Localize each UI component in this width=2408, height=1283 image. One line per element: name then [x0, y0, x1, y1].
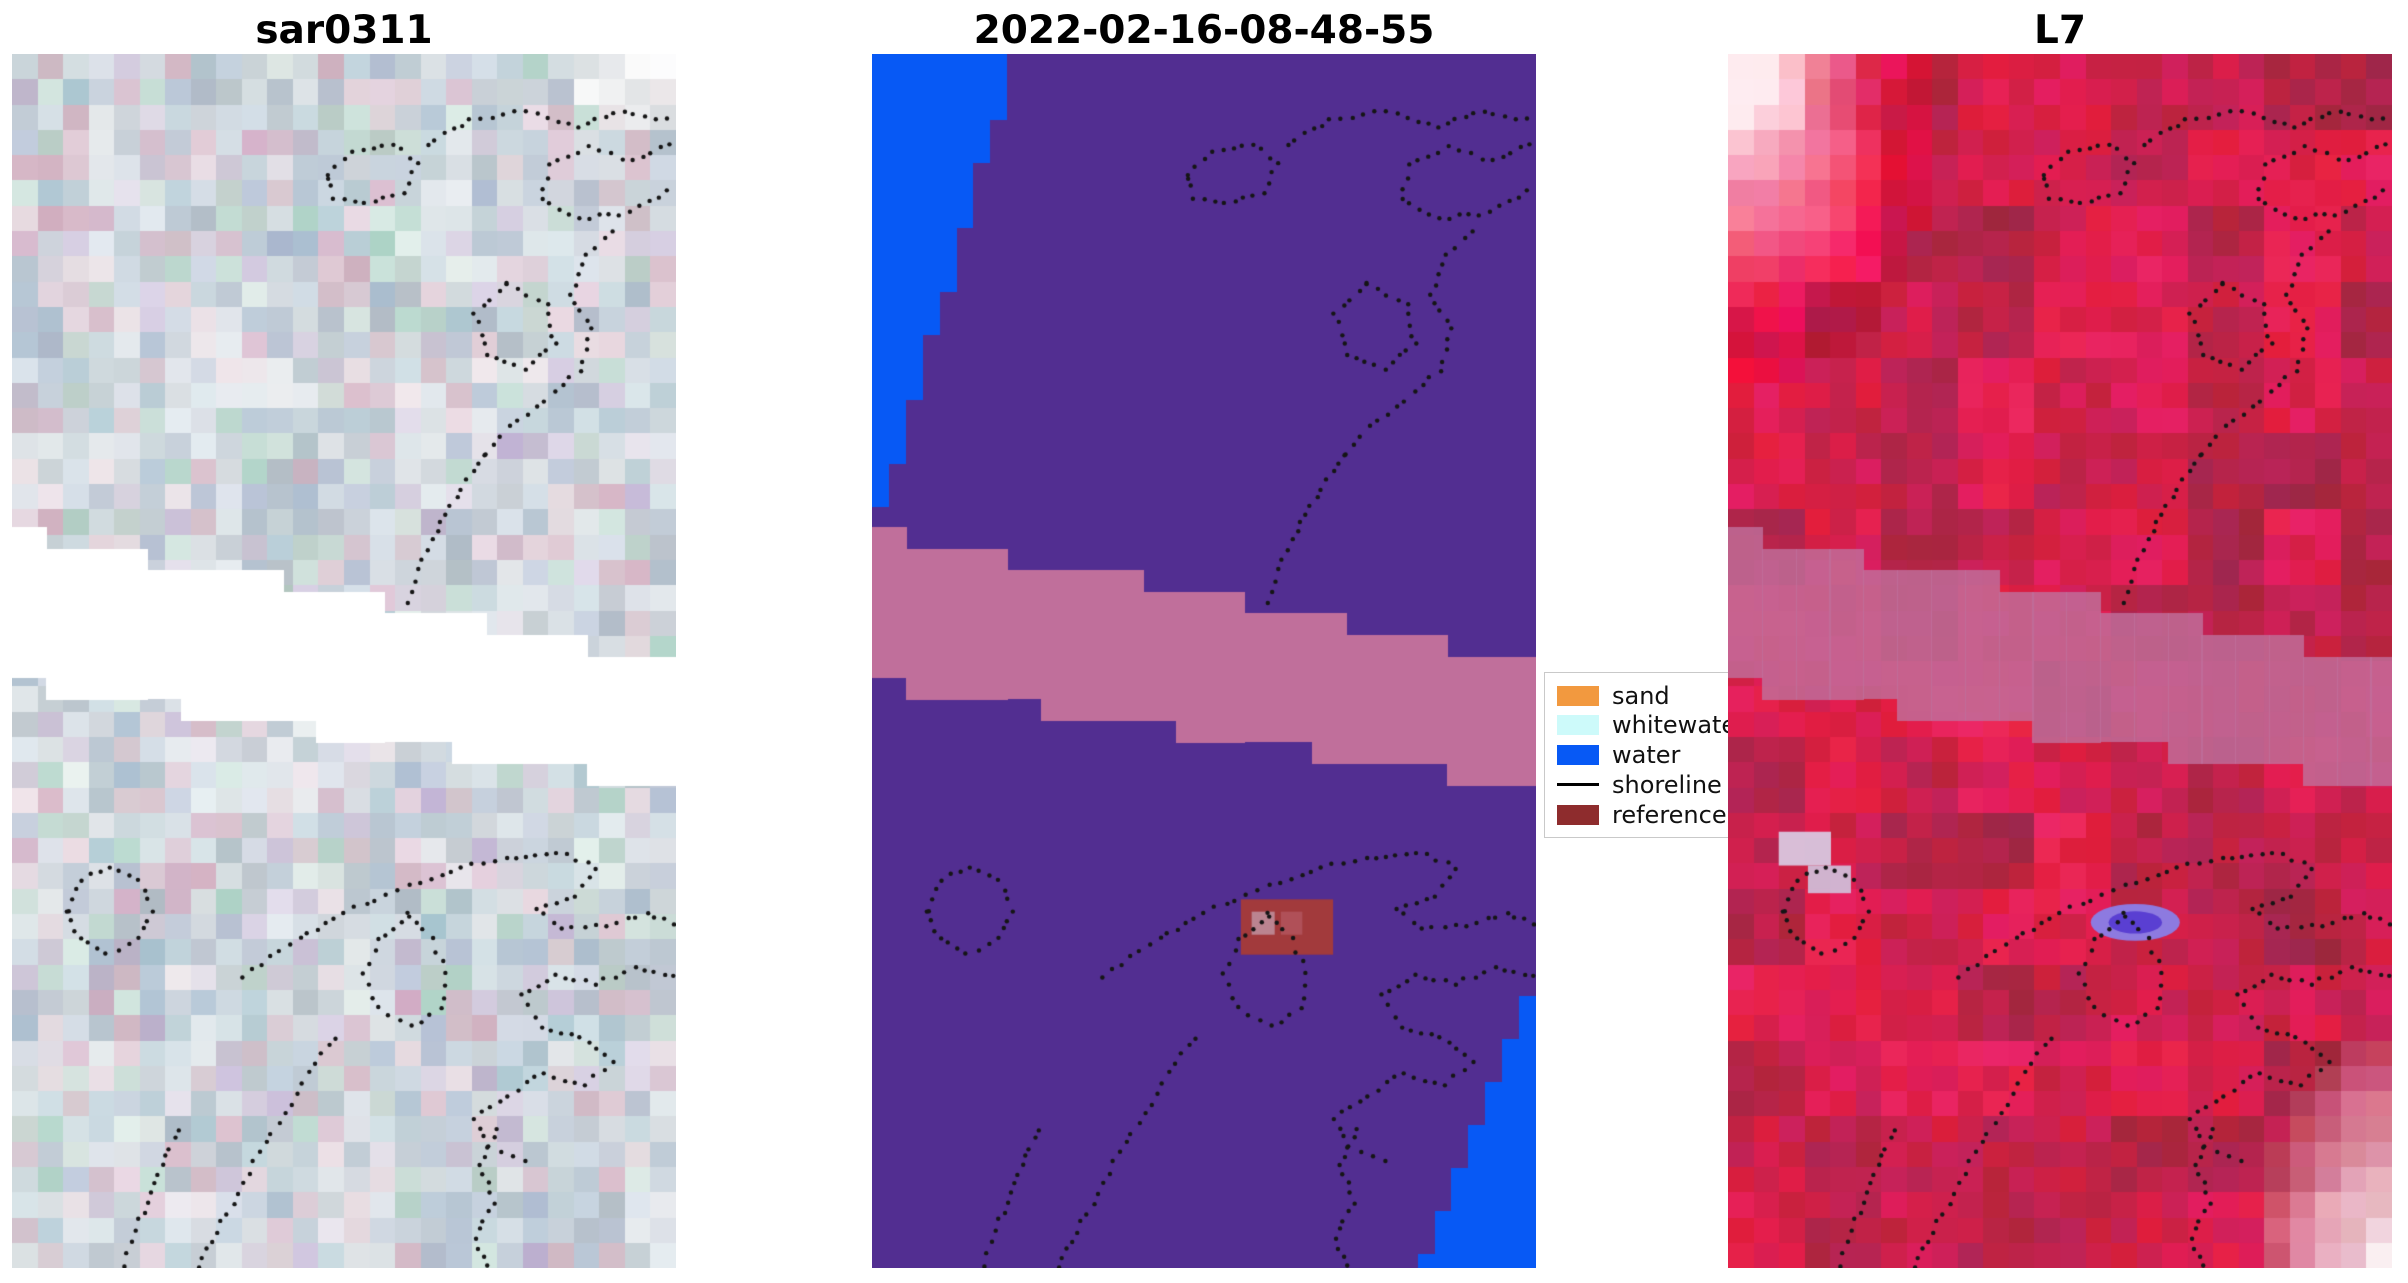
panel-title-sar: sar0311	[255, 8, 433, 53]
panel-title-l7: L7	[2034, 8, 2086, 53]
classification-image	[872, 54, 1536, 1268]
legend-item-sand: sand	[1557, 681, 1891, 710]
legend-label-whitewater: whitewater	[1612, 711, 1747, 740]
panel-title-classification: 2022-02-16-08-48-55	[973, 8, 1435, 53]
l7-image	[1728, 54, 2392, 1268]
panel-classification: 2022-02-16-08-48-55	[872, 8, 1536, 1268]
shoreline-line-icon	[1557, 783, 1599, 787]
legend-item-water: water	[1557, 741, 1891, 770]
sar-image	[12, 54, 676, 1268]
legend-label-shoreline: shoreline	[1612, 770, 1722, 799]
panel-l7: L7	[1728, 8, 2392, 1268]
sand-swatch-icon	[1557, 685, 1599, 706]
panel-sar: sar0311	[12, 8, 676, 1268]
water-swatch-icon	[1557, 745, 1599, 765]
legend-item-shoreline: shoreline	[1557, 770, 1891, 799]
legend-item-whitewater: whitewater	[1557, 711, 1891, 740]
reference-shoreline-swatch-icon	[1557, 804, 1599, 825]
whitewater-swatch-icon	[1557, 715, 1599, 736]
legend-label-sand: sand	[1612, 681, 1670, 710]
legend-label-water: water	[1612, 741, 1681, 769]
